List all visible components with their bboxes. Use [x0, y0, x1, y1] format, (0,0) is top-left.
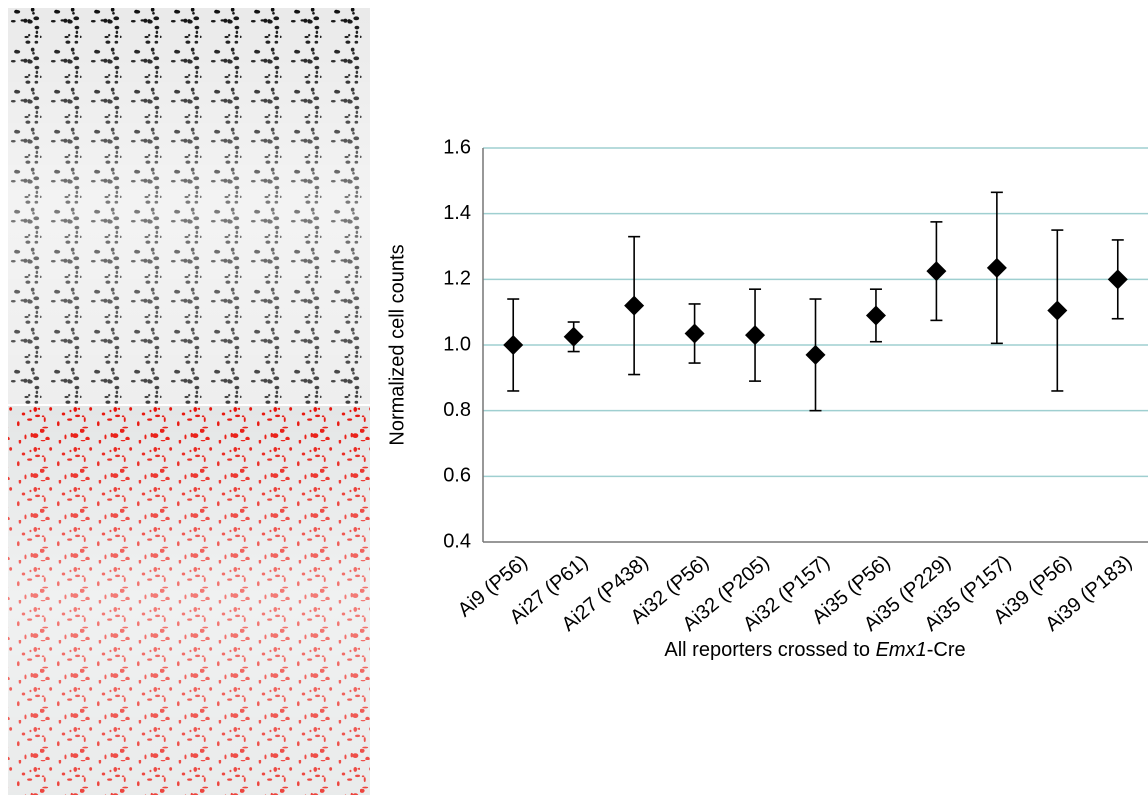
x-title-part: Emx1 [876, 639, 927, 661]
marker [745, 325, 766, 346]
micrograph-shade [8, 8, 370, 404]
y-axis-title: Normalized cell counts [386, 244, 408, 445]
y-tick-label: 1.0 [443, 333, 471, 355]
marker [563, 326, 584, 347]
y-tick-label: 0.6 [443, 465, 471, 487]
marker [986, 257, 1007, 278]
x-title-part: All reporters crossed to [664, 639, 875, 661]
marker [1107, 269, 1128, 290]
marker [503, 335, 524, 355]
marker [926, 261, 947, 282]
x-title-part: -Cre [927, 639, 966, 661]
y-tick-label: 1.6 [443, 136, 471, 158]
marker [684, 323, 705, 344]
y-tick-label: 1.2 [443, 268, 471, 290]
y-tick-label: 0.4 [443, 530, 471, 552]
micrograph-shade [8, 406, 370, 795]
y-tick-label: 1.4 [443, 202, 471, 224]
marker [1047, 300, 1068, 321]
marker [865, 305, 886, 326]
x-axis-title: All reporters crossed to Emx1-Cre [664, 639, 965, 661]
marker [805, 344, 826, 365]
y-tick-label: 0.8 [443, 399, 471, 421]
marker [624, 295, 645, 316]
